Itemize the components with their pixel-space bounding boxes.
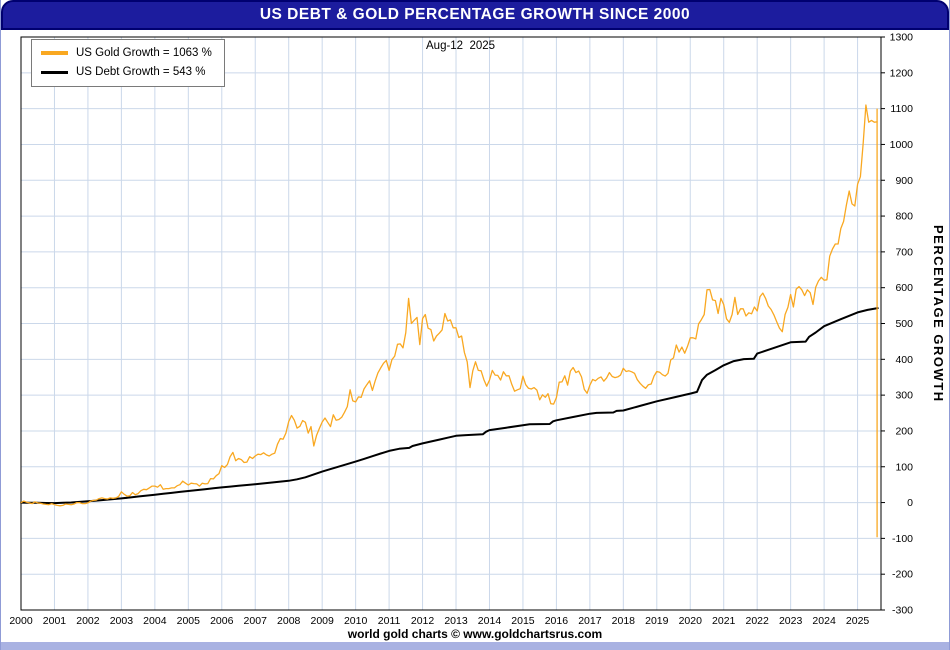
y-tick-label: -100 <box>892 533 913 545</box>
debt-line-swatch <box>41 70 68 74</box>
y-tick-label: 600 <box>895 282 913 294</box>
x-tick-label: 2001 <box>43 615 67 626</box>
y-tick-label: 1300 <box>890 32 914 44</box>
y-tick-label: 700 <box>895 246 913 258</box>
x-tick-label: 2006 <box>210 615 234 626</box>
x-tick-label: 2000 <box>9 615 33 626</box>
legend-label-debt: US Debt Growth = 543 % <box>76 66 206 78</box>
legend: US Gold Growth = 1063 % US Debt Growth =… <box>31 39 225 87</box>
page-title: US DEBT & GOLD PERCENTAGE GROWTH SINCE 2… <box>259 6 691 23</box>
legend-item-debt: US Debt Growth = 543 % <box>41 66 212 78</box>
y-tick-label: 800 <box>895 211 913 223</box>
series-line-us-debt-growth <box>20 307 879 505</box>
growth-chart-svg: 2000 2001 2002 2003 2004 2005 2006 2007 2008 2009… <box>9 32 914 628</box>
x-tick-label: 2020 <box>679 615 703 626</box>
x-tick-label: 2018 <box>612 615 636 626</box>
x-tick-label: 2011 <box>378 615 401 626</box>
bottom-strip <box>1 642 949 650</box>
y-tick-label: 1100 <box>890 103 913 115</box>
x-tick-label: 2013 <box>444 615 468 626</box>
x-tick-label: 2012 <box>411 615 435 626</box>
y-tick-label: 1200 <box>890 67 914 79</box>
y-tick-label: -200 <box>892 569 913 581</box>
y-tick-label: -300 <box>892 605 913 617</box>
y-tick-label: 100 <box>895 461 913 473</box>
x-tick-label: 2007 <box>244 615 268 626</box>
y-tick-label: 900 <box>895 175 913 187</box>
legend-label-gold: US Gold Growth = 1063 % <box>76 47 212 59</box>
footer-text: world gold charts © www.goldchartsrus.co… <box>347 627 603 641</box>
x-tick-label: 2010 <box>344 615 368 626</box>
chart-area: 2000 2001 2002 2003 2004 2005 2006 2007 2008 2009… <box>1 30 950 628</box>
y-tick-label: 200 <box>895 425 913 437</box>
gold-line-swatch <box>41 51 68 55</box>
y-tick-label: 1000 <box>890 139 914 151</box>
x-tick-label: 2021 <box>712 615 736 626</box>
date-annotation: Aug-12 2025 <box>426 40 496 52</box>
y-tick-label: 500 <box>895 318 913 330</box>
x-tick-label: 2002 <box>76 615 100 626</box>
series-line-us-gold-growth <box>20 104 878 507</box>
x-tick-label: 2015 <box>511 615 535 626</box>
x-tick-label: 2014 <box>478 615 502 626</box>
x-tick-label: 2024 <box>812 615 836 626</box>
x-tick-label: 2008 <box>277 615 301 626</box>
y-axis-title: PERCENTAGE GROWTH <box>931 225 946 403</box>
x-tick-label: 2017 <box>578 615 602 626</box>
x-tick-label: 2019 <box>645 615 669 626</box>
y-tick-label: 400 <box>895 354 913 366</box>
title-bar: US DEBT & GOLD PERCENTAGE GROWTH SINCE 2… <box>1 0 949 30</box>
x-tick-label: 2025 <box>846 615 870 626</box>
footer-credit: world gold charts © www.goldchartsrus.co… <box>1 626 949 642</box>
y-tick-label: 0 <box>907 497 913 509</box>
x-tick-label: 2004 <box>143 615 167 626</box>
x-tick-label: 2023 <box>779 615 803 626</box>
x-tick-label: 2003 <box>110 615 134 626</box>
x-tick-label: 2005 <box>177 615 201 626</box>
x-tick-label: 2016 <box>545 615 569 626</box>
x-tick-label: 2022 <box>746 615 770 626</box>
legend-item-gold: US Gold Growth = 1063 % <box>41 47 212 59</box>
x-tick-label: 2009 <box>310 615 334 626</box>
y-tick-label: 300 <box>895 390 913 402</box>
